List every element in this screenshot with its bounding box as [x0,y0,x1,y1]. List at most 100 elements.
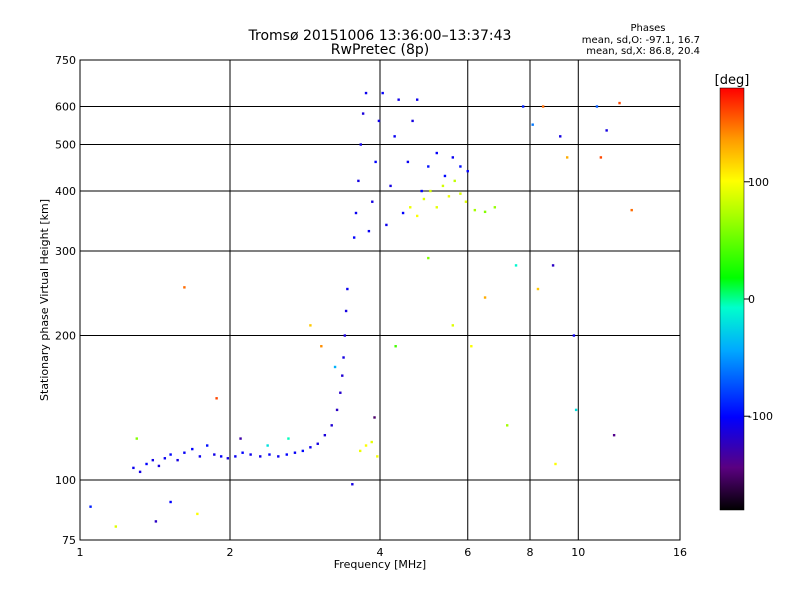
y-tick-label: 75 [62,534,76,547]
echo-point [441,184,445,188]
phase-colorbar: [deg] 100 0 -100 [715,73,773,511]
y-tick-label: 500 [55,139,76,152]
echo-point [401,211,405,215]
echo-point [377,119,381,123]
echo-point [466,169,469,173]
echo-point [427,165,430,168]
echo-point [268,453,271,456]
grid-lines [80,60,680,540]
echo-point [429,189,432,193]
echo-point [397,98,400,101]
echo-point [359,143,362,146]
echo-point [612,433,616,437]
echo-point [114,525,118,528]
echo-point [514,264,518,267]
echo-point [427,256,430,260]
echo-point [157,464,161,468]
echo-point [333,365,337,369]
y-tick-label: 400 [55,185,76,198]
x-axis-label: Frequency [MHz] [334,558,426,571]
echo-point [541,105,545,108]
echo-point [293,451,297,454]
echo-point [169,500,172,504]
echo-point [344,309,348,313]
echo-point [551,264,555,267]
y-tick-label: 100 [55,474,76,487]
echo-point [574,408,578,412]
echo-point [234,455,237,458]
echo-point [459,192,462,195]
echo-point [422,197,426,201]
colorbar-tick-label: -100 [748,410,773,423]
echo-point [226,457,230,460]
echo-point [132,466,135,470]
colorbar-gradient [719,87,745,511]
echo-point [381,91,384,95]
echo-point [373,416,376,419]
x-tick-label: 1 [77,546,84,559]
echo-point [447,195,451,198]
plot-area: 1 2 4 6 8 10 16 75 100 200 300 400 500 600 750 [55,54,687,559]
echo-point [145,462,148,466]
echo-point [239,437,242,440]
echo-point [385,223,388,227]
echo-point [415,98,419,101]
echo-point [138,470,142,474]
echo-point [394,345,397,348]
y-tick-label: 600 [55,101,76,114]
echo-point [451,156,455,159]
echo-point [605,129,608,132]
chart-subtitle: RwPretec (8p) [331,42,429,58]
colorbar-tick-label: 100 [748,176,769,189]
x-tick-label: 8 [527,546,534,559]
echo-point [420,189,423,193]
echo-point [154,520,158,523]
echo-point [367,229,371,233]
y-tick-label: 750 [55,54,76,67]
echo-point [191,447,194,451]
echo-point [135,437,138,440]
x-axis-ticks: 1 2 4 6 8 10 16 [77,546,688,559]
echo-point [493,206,497,209]
echo-point [176,458,179,462]
echo-point [470,345,473,348]
echo-point [335,408,339,412]
x-tick-label: 6 [464,546,471,559]
echo-point [364,444,368,447]
echo-point [473,208,477,212]
echo-point [183,286,186,289]
echo-point [464,200,468,203]
echo-point [151,458,155,462]
echo-point [389,184,392,188]
echo-point [374,160,377,164]
echo-point [451,324,455,327]
echo-point [370,440,373,444]
echo-point [249,453,252,456]
echo-point [316,442,319,445]
echo-point [351,483,354,486]
echo-point [536,287,540,291]
x-tick-label: 4 [377,546,384,559]
echo-point [266,444,269,447]
echo-point [198,455,202,458]
echo-point [411,119,414,123]
echo-point [323,433,327,437]
colorbar-ticks: 100 0 -100 [744,176,773,423]
echo-point [163,457,167,460]
echo-point [89,505,92,508]
echo-point [320,345,323,348]
echo-point [364,91,368,95]
echo-point [361,112,365,115]
phases-x-line: mean, sd,X: 86.8, 20.4 [586,46,700,57]
echo-point [196,512,199,516]
echo-point [241,451,244,454]
echo-point [354,211,358,215]
echo-point [415,214,419,218]
echo-point [259,455,262,458]
phases-o-line: mean, sd,O: -97.1, 16.7 [582,35,700,46]
echo-point [309,324,312,327]
echo-point [358,449,362,453]
echo-point [213,453,216,456]
echo-point [531,123,534,126]
